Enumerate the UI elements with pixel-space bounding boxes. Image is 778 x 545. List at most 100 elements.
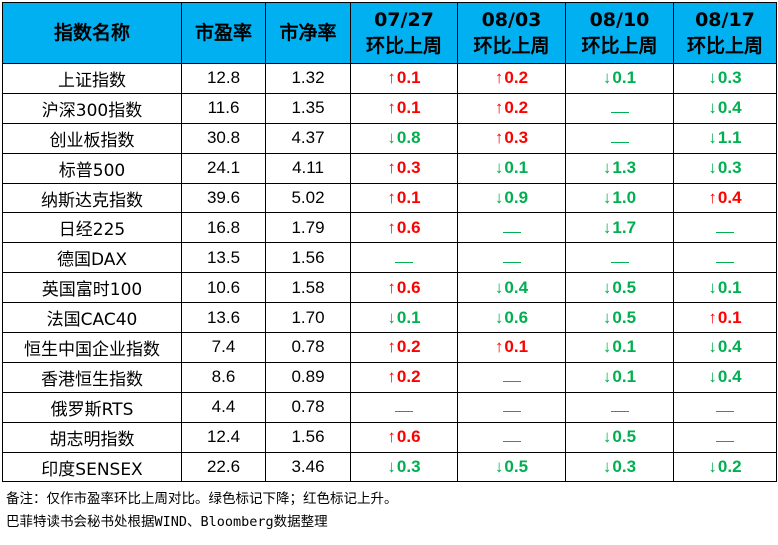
- arrow-down-icon: ↓: [602, 277, 612, 297]
- table-row: 上证指数 12.8 1.32 ↑0.1 ↑0.2 ↓0.1 ↓0.3: [2, 63, 777, 94]
- pe-cell: 13.5: [181, 242, 266, 274]
- index-name-cell: 胡志明指数: [2, 421, 182, 453]
- change-value: 0.5: [612, 277, 637, 297]
- arrow-up-icon: ↑: [387, 217, 396, 237]
- header-pe: 市盈率: [181, 2, 266, 64]
- change-cell: ↑0.2: [350, 361, 458, 393]
- no-change-mark: [395, 403, 413, 413]
- change-value: 0.1: [717, 277, 742, 297]
- pe-cell: 7.4: [181, 332, 266, 363]
- index-name-cell: 标普500: [2, 152, 182, 184]
- arrow-up-icon: ↑: [387, 337, 396, 357]
- change-value: 0.2: [504, 98, 529, 118]
- change-cell: [457, 391, 566, 423]
- arrow-up-icon: ↑: [387, 98, 396, 118]
- pb-cell: 4.37: [265, 122, 351, 154]
- pe-cell: 13.6: [181, 302, 266, 334]
- no-change-mark: [610, 254, 629, 263]
- table-body: 上证指数 12.8 1.32 ↑0.1 ↑0.2 ↓0.1 ↓0.3 沪深300指数 11.6 1…: [2, 63, 777, 483]
- arrow-down-icon: ↓: [602, 427, 612, 447]
- change-cell: [565, 391, 674, 423]
- change-value: 1.7: [612, 217, 637, 237]
- change-value: 0.1: [396, 307, 421, 327]
- change-value: 1.0: [612, 188, 637, 207]
- arrow-up-icon: ↑: [387, 427, 396, 447]
- change-value: 1.3: [612, 158, 637, 178]
- table-header: 指数名称 市盈率 市净率 07/27 环比上周 08/03 环比上周 08/10 环比…: [2, 2, 777, 64]
- change-cell: ↑0.1: [673, 302, 777, 334]
- change-cell: [565, 242, 674, 274]
- change-value: 0.4: [717, 188, 742, 207]
- pb-cell: 1.79: [265, 212, 351, 244]
- change-value: 0.2: [717, 457, 742, 477]
- arrow-down-icon: ↓: [708, 337, 717, 357]
- change-cell: [457, 212, 566, 244]
- arrow-down-icon: ↓: [708, 457, 717, 477]
- pe-cell: 4.4: [181, 391, 266, 423]
- arrow-down-icon: ↓: [494, 158, 504, 178]
- no-change-mark: [502, 433, 521, 443]
- change-value: 0.3: [396, 457, 421, 477]
- change-cell: ↑0.1: [350, 92, 458, 124]
- pb-cell: 1.56: [265, 421, 351, 453]
- change-cell: ↓0.4: [673, 361, 777, 393]
- change-value: 0.6: [396, 277, 421, 297]
- arrow-up-icon: ↑: [494, 337, 504, 357]
- index-name-cell: 纳斯达克指数: [2, 182, 182, 214]
- change-cell: ↓0.4: [457, 272, 566, 304]
- change-value: 0.4: [717, 337, 742, 357]
- arrow-down-icon: ↓: [602, 337, 612, 357]
- arrow-down-icon: ↓: [602, 367, 612, 387]
- no-change-mark: [502, 254, 521, 263]
- change-cell: [350, 391, 458, 423]
- change-value: 0.1: [717, 307, 742, 327]
- change-cell: ↑0.3: [457, 122, 566, 154]
- change-cell: ↑0.1: [350, 63, 458, 94]
- change-value: 0.4: [717, 98, 742, 118]
- arrow-down-icon: ↓: [387, 128, 396, 148]
- arrow-down-icon: ↓: [708, 68, 717, 88]
- arrow-up-icon: ↑: [708, 307, 717, 327]
- table-row: 印度SENSEX 22.6 3.46 ↓0.3 ↓0.5 ↓0.3 ↓0.2: [2, 451, 777, 483]
- change-cell: ↑0.2: [350, 332, 458, 363]
- change-cell: ↓0.5: [457, 451, 566, 483]
- table-row: 纳斯达克指数 39.6 5.02 ↑0.1 ↓0.9 ↓1.0 ↑0.4: [2, 182, 777, 214]
- change-cell: ↓0.5: [565, 421, 674, 453]
- arrow-up-icon: ↑: [494, 128, 504, 148]
- pb-cell: 1.35: [265, 92, 351, 124]
- pe-cell: 16.8: [181, 212, 266, 244]
- header-row: 指数名称 市盈率 市净率 07/27 环比上周 08/03 环比上周 08/10 环比…: [2, 2, 777, 64]
- no-change-mark: [716, 254, 734, 263]
- arrow-up-icon: ↑: [494, 98, 504, 118]
- index-name-cell: 日经225: [2, 212, 182, 244]
- header-week-2: 08/03 环比上周: [457, 2, 566, 64]
- table-row: 恒生中国企业指数 7.4 0.78 ↑0.2 ↑0.1 ↓0.1 ↓0.4: [2, 332, 777, 363]
- pe-cell: 24.1: [181, 152, 266, 184]
- pb-cell: 3.46: [265, 451, 351, 483]
- arrow-down-icon: ↓: [602, 68, 612, 88]
- footnote-source: 巴菲特读书会秘书处根据WIND、Bloomberg数据整理: [6, 514, 328, 530]
- arrow-down-icon: ↓: [494, 457, 504, 477]
- table-row: 标普500 24.1 4.11 ↑0.3 ↓0.1 ↓1.3 ↓0.3: [2, 152, 777, 184]
- arrow-up-icon: ↑: [494, 68, 504, 88]
- pb-cell: 1.70: [265, 302, 351, 334]
- change-value: 0.9: [504, 188, 529, 207]
- pb-cell: 0.78: [265, 332, 351, 363]
- change-cell: [673, 212, 777, 244]
- arrow-down-icon: ↓: [387, 307, 396, 327]
- arrow-down-icon: ↓: [708, 277, 717, 297]
- change-cell: ↑0.3: [350, 152, 458, 184]
- change-value: 0.2: [396, 337, 421, 357]
- change-value: 0.1: [504, 158, 529, 178]
- no-change-mark: [610, 104, 629, 114]
- arrow-down-icon: ↓: [602, 457, 612, 477]
- index-name-cell: 印度SENSEX: [2, 451, 182, 483]
- arrow-down-icon: ↓: [708, 367, 717, 387]
- index-name-cell: 德国DAX: [2, 242, 182, 274]
- change-cell: ↑0.1: [350, 182, 458, 214]
- index-name-cell: 恒生中国企业指数: [2, 332, 182, 363]
- arrow-down-icon: ↓: [602, 307, 612, 327]
- arrow-down-icon: ↓: [602, 158, 612, 178]
- pe-cell: 12.4: [181, 421, 266, 453]
- change-value: 0.1: [396, 188, 421, 207]
